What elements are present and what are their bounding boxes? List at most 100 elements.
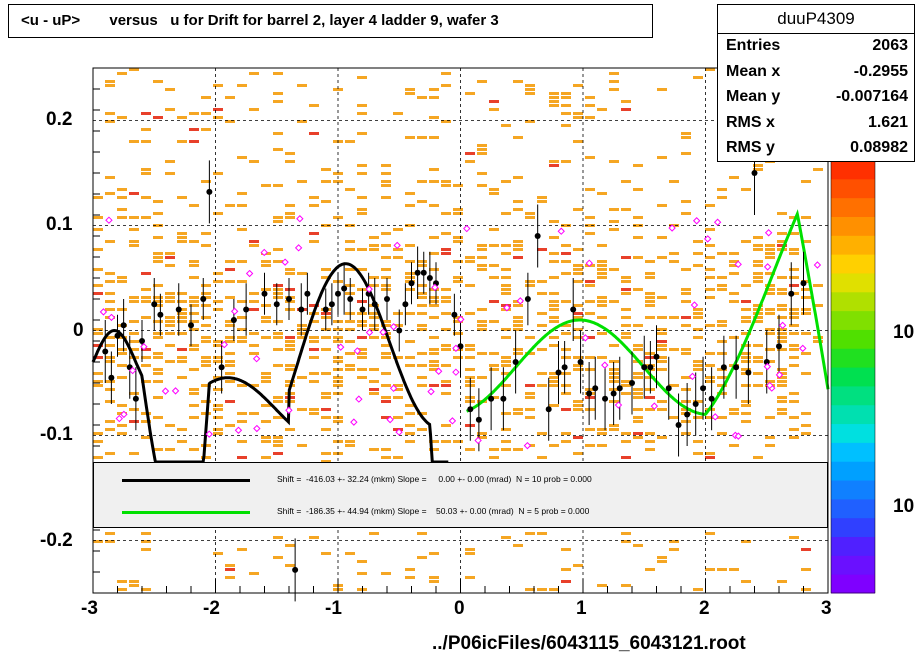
profile-point [414,269,421,276]
open-marker [650,402,659,410]
histogram-bin [117,348,127,351]
open-marker [140,343,148,351]
palette-cell [831,442,875,462]
histogram-bin [633,396,643,399]
histogram-bin [669,260,679,263]
histogram-bin [609,80,619,83]
histogram-bin [801,548,811,551]
legend-line-black [122,479,250,482]
histogram-bin [405,276,415,279]
profile-point [500,395,507,402]
histogram-bin [513,316,523,319]
histogram-bin [453,356,463,359]
histogram-bin [717,568,727,571]
histogram-bin [765,312,775,315]
profile-point [788,290,795,297]
histogram-bin [501,412,511,415]
histogram-bin [525,588,535,591]
histogram-bin [309,196,319,199]
histogram-bin [477,152,487,155]
histogram-bin [381,352,391,355]
histogram-bin [285,340,295,343]
histogram-bin [621,384,631,387]
histogram-bin [525,284,535,287]
histogram-bin [633,372,643,375]
legend-text-green: Shift = -186.35 +- 44.94 (mkm) Slope = 5… [277,506,590,516]
histogram-bin [477,308,487,311]
histogram-bin [273,400,283,403]
histogram-bin [381,344,391,347]
histogram-bin [381,268,391,271]
palette-cell [831,197,875,217]
stats-key: Entries [726,37,781,54]
histogram-bin [645,568,655,571]
histogram-bin [201,304,211,307]
histogram-bin [561,408,571,411]
histogram-bin [717,324,727,327]
open-marker [614,401,623,409]
histogram-bin [405,204,415,207]
histogram-bin [549,404,559,407]
histogram-bin [153,304,163,307]
histogram-bin [585,216,595,219]
histogram-bin [477,244,487,247]
histogram-bin [621,316,631,319]
histogram-bin [141,436,151,439]
histogram-bin [177,376,187,379]
histogram-bin [321,348,331,351]
histogram-bin [105,388,115,391]
histogram-bin [549,444,559,447]
histogram-bin [153,368,163,371]
histogram-bin [801,424,811,427]
histogram-bin [657,344,667,347]
histogram-bin [141,112,151,115]
histogram-bin [153,396,163,399]
open-marker [763,263,772,271]
histogram-bin [717,320,727,323]
histogram-bin [129,300,139,303]
histogram-bin [621,292,631,295]
histogram-bin [405,412,415,415]
histogram-bin [489,228,499,231]
histogram-bin [729,408,739,411]
palette-cell [831,310,875,330]
histogram-bin [705,532,715,535]
histogram-bin [573,268,583,271]
open-marker [115,414,124,423]
x-tick-label: 3 [821,598,832,619]
histogram-bin [657,400,667,403]
histogram-bin [369,276,379,279]
histogram-bin [405,356,415,359]
histogram-bin [657,340,667,343]
open-marker [105,216,113,224]
histogram-bin [429,180,439,183]
histogram-bin [237,228,247,231]
histogram-bin [777,408,787,411]
histogram-bin [645,296,655,299]
histogram-bin [489,396,499,399]
stats-key: RMS y [726,139,775,156]
histogram-bin [585,96,595,99]
histogram-bin [453,320,463,323]
histogram-bin [129,408,139,411]
histogram-bin [537,292,547,295]
histogram-bin [213,552,223,555]
histogram-bin [789,232,799,235]
histogram-bin [453,276,463,279]
histogram-bin [729,300,739,303]
histogram-bin [93,328,103,331]
palette-cell [831,367,875,387]
histogram-bin [597,296,607,299]
histogram-bin [741,580,751,583]
histogram-bin [705,68,715,71]
stats-value: 2063 [872,37,908,54]
histogram-bin [801,372,811,375]
histogram-bin [789,416,799,419]
histogram-bin [201,284,211,287]
histogram-bin [741,316,751,319]
histogram-bin [741,404,751,407]
profile-point [451,311,458,318]
histogram-bin [261,320,271,323]
histogram-bin [621,456,631,459]
histogram-bin [165,344,175,347]
